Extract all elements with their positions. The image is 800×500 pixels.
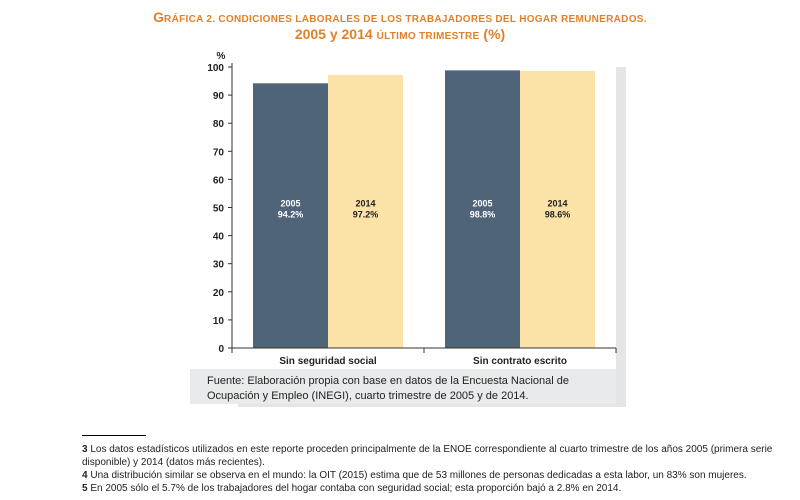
bar-2005-1 bbox=[253, 83, 328, 348]
bar-series-label: 2005 bbox=[472, 199, 492, 209]
y-tick-label: 20 bbox=[213, 288, 225, 299]
y-axis: % 0 10 20 30 40 50 60 70 80 90 100 bbox=[207, 51, 233, 355]
footnote-4: 4 Una distribución similar se observa en… bbox=[82, 470, 747, 481]
bar-value-label: 97.2% bbox=[353, 210, 379, 220]
bar-value-label: 98.8% bbox=[470, 210, 496, 220]
footnote-rule bbox=[82, 435, 146, 436]
bar-value-label: 98.6% bbox=[545, 210, 571, 220]
chart-title-line-1: Gráfica 2. Condiciones laborales de los … bbox=[153, 9, 647, 25]
y-tick-label: 50 bbox=[213, 204, 225, 215]
x-tick-label: Sin seguridad social bbox=[279, 356, 376, 367]
y-tick-label: 0 bbox=[218, 344, 224, 355]
bar-series-label: 2014 bbox=[547, 199, 567, 209]
bar-2014-1 bbox=[328, 74, 403, 349]
footnote-5: 5 En 2005 sólo el 5.7% de los trabajador… bbox=[82, 483, 622, 494]
x-axis: Sin seguridad social Sin contrato escrito bbox=[231, 347, 617, 367]
y-tick-label: 90 bbox=[213, 91, 225, 102]
y-tick-label: 80 bbox=[213, 119, 225, 130]
source-note: Fuente: Elaboración propia con base en d… bbox=[207, 375, 570, 402]
bar-series-label: 2005 bbox=[280, 199, 300, 209]
bar-2014-2 bbox=[520, 70, 595, 349]
y-tick-label: 60 bbox=[213, 175, 225, 186]
x-tick-label: Sin contrato escrito bbox=[473, 356, 567, 367]
bars bbox=[253, 70, 595, 349]
bar-2005-2 bbox=[445, 70, 520, 348]
y-axis-label: % bbox=[217, 51, 226, 62]
bar-value-label: 94.2% bbox=[278, 210, 304, 220]
footnote-3: 3 Los datos estadísticos utilizados en e… bbox=[82, 444, 773, 468]
y-tick-label: 70 bbox=[213, 147, 225, 158]
bar-series-label: 2014 bbox=[355, 199, 375, 209]
y-tick-label: 40 bbox=[213, 232, 225, 243]
chart-title-line-2: 2005 y 2014 último trimestre (%) bbox=[294, 26, 506, 42]
y-tick-label: 30 bbox=[213, 260, 225, 271]
y-tick-label: 100 bbox=[207, 63, 224, 74]
footnotes: 3 Los datos estadísticos utilizados en e… bbox=[82, 443, 788, 495]
y-tick-label: 10 bbox=[213, 316, 225, 327]
source-box bbox=[190, 369, 616, 404]
